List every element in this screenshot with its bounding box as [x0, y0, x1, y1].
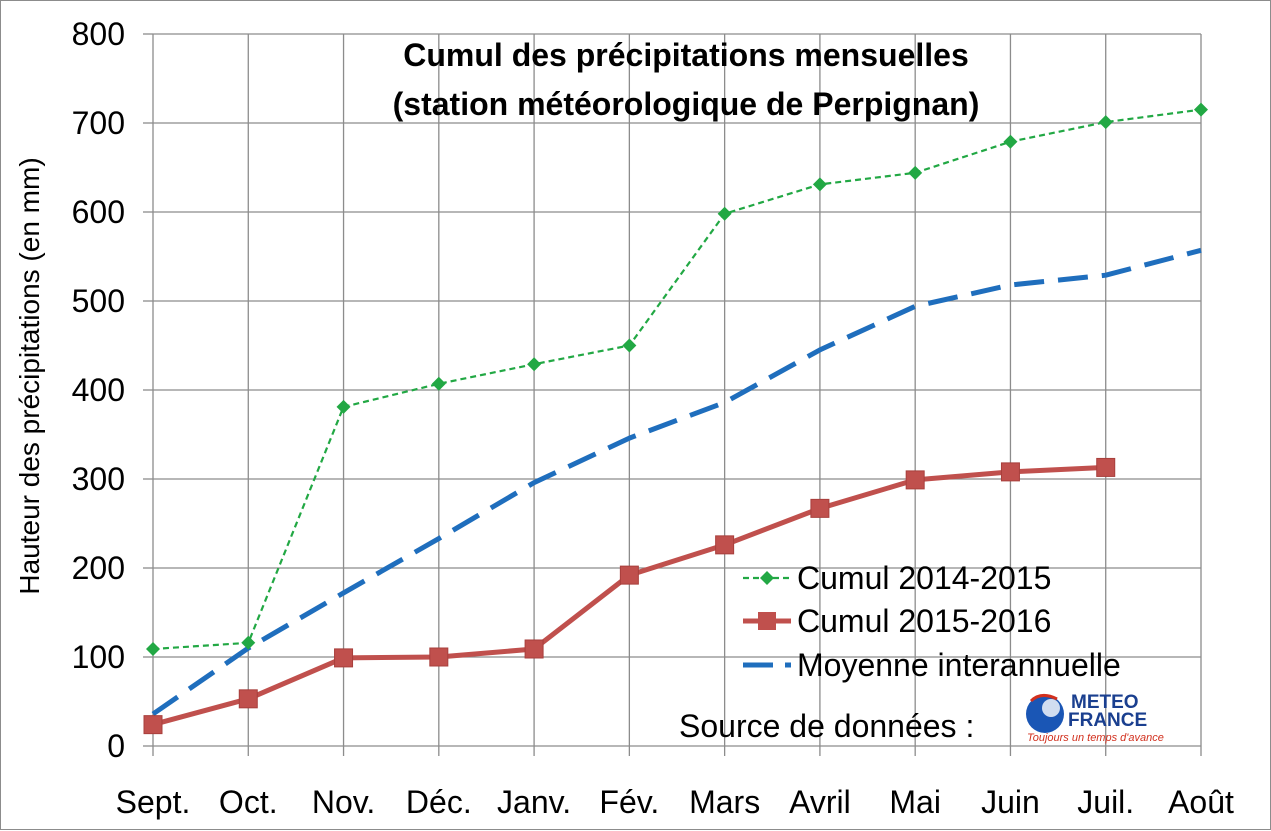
data-point-marker: [810, 498, 830, 518]
y-axis-label: Hauteur des précipitations (en mm): [14, 157, 45, 594]
series-layer: [143, 102, 1208, 735]
data-point-marker: [717, 206, 732, 221]
legend-label: Cumul 2015-2016: [797, 603, 1051, 639]
y-tick-label: 800: [72, 16, 125, 52]
data-point-marker: [146, 641, 160, 656]
data-point-marker: [1000, 462, 1020, 482]
data-point-marker: [715, 535, 735, 555]
data-point-marker: [238, 689, 258, 709]
data-point-marker: [905, 470, 925, 490]
data-point-marker: [622, 338, 637, 353]
chart-title-line-2: (station météorologique de Perpignan): [393, 86, 980, 122]
data-point-marker: [1096, 457, 1116, 477]
data-point-marker: [334, 648, 354, 668]
x-tick-label: Fév.: [599, 784, 659, 820]
series-1: [143, 457, 1116, 735]
y-tick-label: 700: [72, 105, 125, 141]
y-tick-label: 200: [72, 550, 125, 586]
y-tick-label: 400: [72, 372, 125, 408]
legend-marker-swatch: [758, 612, 776, 630]
x-tick-label: Nov.: [312, 784, 375, 820]
data-point-marker: [1098, 115, 1113, 130]
x-tick-label: Déc.: [406, 784, 472, 820]
x-tick-label: Mars: [689, 784, 760, 820]
logo-text-line-2: FRANCE: [1068, 710, 1147, 731]
data-point-marker: [619, 565, 639, 585]
x-tick-label: Août: [1168, 784, 1234, 820]
x-tick-label: Juil.: [1077, 784, 1134, 820]
data-point-marker: [241, 635, 256, 650]
data-point-marker: [143, 715, 163, 735]
x-tick-label: Juin: [981, 784, 1040, 820]
data-point-marker: [336, 399, 351, 414]
series-line-2: [151, 247, 1202, 717]
data-point-marker: [812, 177, 827, 192]
chart-title-line-1: Cumul des précipitations mensuelles: [403, 37, 968, 73]
meteo-france-logo: METEO FRANCE Toujours un temps d'avance: [1026, 692, 1164, 744]
grid-lines: [143, 33, 1202, 756]
x-tick-label: Janv.: [497, 784, 571, 820]
x-tick-label: Avril: [789, 784, 851, 820]
data-point-marker: [1194, 102, 1208, 117]
legend-marker-swatch: [760, 571, 774, 585]
data-point-marker: [527, 357, 542, 372]
y-tick-label: 100: [72, 639, 125, 675]
logo-text-line-1: METEO: [1071, 692, 1139, 713]
y-tick-labels: 0 100 200 300 400 500 600 700 800: [72, 16, 125, 764]
legend-entry-0: Cumul 2014-2015: [743, 560, 1051, 596]
legend-entry-2: Moyenne interannuelle: [743, 647, 1121, 683]
logo-slogan: Toujours un temps d'avance: [1027, 732, 1164, 744]
legend: Cumul 2014-2015 Cumul 2015-2016 Moyenne in…: [743, 560, 1121, 683]
x-tick-label: Mai: [889, 784, 941, 820]
series-0: [146, 102, 1208, 656]
y-tick-label: 600: [72, 194, 125, 230]
data-point-marker: [1003, 134, 1018, 149]
x-tick-labels: Sept. Oct. Nov. Déc. Janv. Fév. Mars Avril Mai Ju…: [116, 784, 1234, 820]
logo-swoosh-icon: [1029, 694, 1058, 703]
y-tick-label: 0: [107, 728, 125, 764]
y-tick-label: 300: [72, 461, 125, 497]
logo-globe-highlight: [1042, 699, 1060, 717]
data-point-marker: [524, 639, 544, 659]
y-tick-label: 500: [72, 283, 125, 319]
data-point-marker: [908, 165, 923, 180]
series-line-0: [152, 108, 1202, 651]
data-point-marker: [429, 647, 449, 667]
source-label: Source de données :: [679, 708, 974, 744]
x-tick-label: Sept.: [116, 784, 191, 820]
x-tick-label: Oct.: [219, 784, 278, 820]
legend-label: Cumul 2014-2015: [797, 560, 1051, 596]
series-2: [151, 247, 1202, 717]
legend-entry-1: Cumul 2015-2016: [743, 603, 1051, 639]
legend-label: Moyenne interannuelle: [797, 647, 1121, 683]
data-point-marker: [431, 376, 446, 391]
